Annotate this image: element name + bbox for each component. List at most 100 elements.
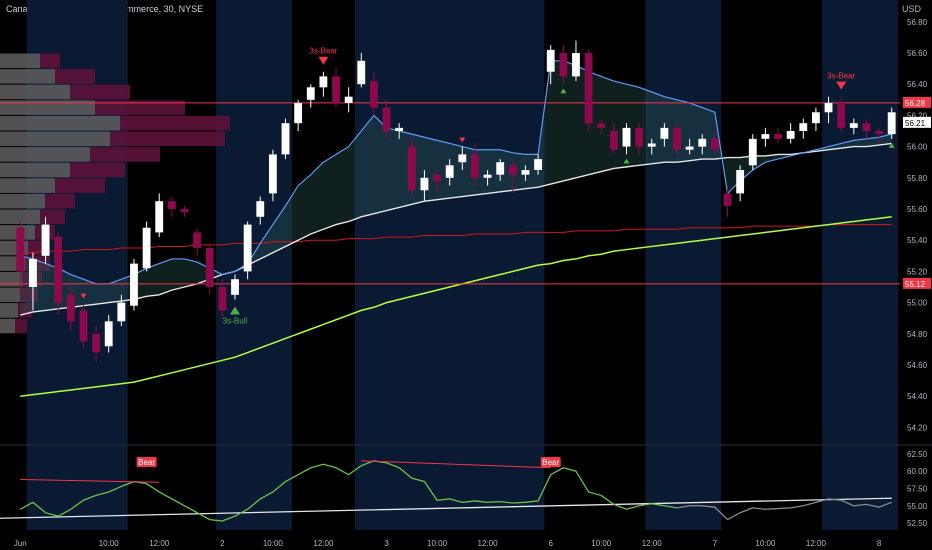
- rsi-baseline: [0, 497, 892, 519]
- bear-signal-marker: [318, 56, 329, 65]
- time-tick-label: 10:00: [99, 539, 120, 548]
- volume-profile-bar: [0, 178, 55, 193]
- rsi-line: [20, 460, 678, 522]
- candle-body: [332, 76, 340, 103]
- volume-profile-bar: [40, 53, 60, 69]
- last-price-label: 56.21: [905, 119, 926, 128]
- volume-profile-bar: [55, 69, 95, 84]
- candle-body: [635, 127, 644, 147]
- candle-body: [837, 102, 846, 128]
- rsi-bear-badge: [136, 457, 157, 467]
- rsi-bear-label: Bear: [138, 458, 155, 467]
- rsi-tick-label: 57.50: [907, 485, 928, 494]
- candle-body: [508, 165, 517, 175]
- candle-body: [357, 60, 366, 85]
- candle-body: [673, 127, 681, 150]
- time-tick-label: 12:00: [478, 539, 499, 548]
- price-tick-label: 55.60: [907, 205, 928, 214]
- candle-body: [534, 159, 543, 170]
- candle-body: [268, 154, 277, 194]
- volume-profile-bar: [0, 318, 15, 334]
- volume-profile-bar: [95, 100, 185, 115]
- candle-body: [521, 170, 530, 175]
- price-tick-label: 56.60: [907, 49, 928, 58]
- volume-profile-bar: [0, 303, 18, 318]
- rsi-bear-badge: [540, 457, 561, 467]
- candle-body: [698, 138, 707, 147]
- candle-body: [811, 112, 820, 124]
- time-tick-label: 3: [384, 539, 389, 548]
- volume-profile-bar: [0, 147, 90, 162]
- candle-body: [546, 49, 555, 72]
- volume-profile-bar: [120, 115, 230, 131]
- candle-body: [875, 131, 883, 135]
- time-tick-label: Jun: [14, 539, 27, 548]
- candle-body: [167, 201, 176, 209]
- price-tick-label: 54.40: [907, 392, 928, 401]
- rsi-divergence-line: [361, 460, 551, 469]
- price-tag-label: 55.12: [905, 280, 926, 289]
- bear-signal-marker: [459, 137, 466, 143]
- candle-body: [395, 127, 404, 131]
- price-tick-label: 56.40: [907, 80, 928, 89]
- volume-profile: [0, 53, 230, 334]
- time-tick-label: 2: [220, 539, 225, 548]
- volume-profile-bar: [0, 69, 55, 84]
- volume-profile-bar: [0, 271, 22, 287]
- time-tick-label: 10:00: [755, 539, 776, 548]
- candle-body: [622, 127, 631, 147]
- time-axis: Jun 10:00 12:00 2 10:00 12:00 3 10:00 12:00 6 10:0…: [14, 539, 882, 548]
- candle-body: [433, 174, 441, 181]
- volume-profile-bar: [70, 162, 125, 178]
- candles: [16, 40, 896, 362]
- candle-body: [256, 201, 265, 217]
- rsi-tick-label: 52.50: [907, 519, 928, 528]
- candle-body: [584, 53, 593, 124]
- volume-profile-bar: [45, 193, 75, 209]
- rsi-tick-label: 60.00: [907, 467, 928, 476]
- candle-body: [92, 333, 101, 353]
- price-tag-label: 56.28: [905, 99, 926, 108]
- session-band: [354, 0, 545, 530]
- candle-body: [319, 76, 328, 88]
- time-tick-label: 8: [877, 539, 882, 548]
- volume-profile-bar: [0, 287, 20, 303]
- candle-body: [205, 248, 214, 287]
- candle-body: [155, 201, 164, 233]
- volume-profile-bar: [0, 100, 95, 115]
- price-tick-label: 55.80: [907, 174, 928, 183]
- time-tick-label: 12:00: [149, 539, 170, 548]
- volume-profile-bar: [0, 209, 40, 225]
- rsi-pane: 62.50 60.00 57.50 55.00 52.50 Bear Bear: [0, 450, 928, 528]
- price-axis: 56.80 56.60 56.40 56.20 56.00 55.80 55.60 55.40…: [907, 18, 928, 433]
- price-tick-label: 55.20: [907, 267, 928, 276]
- volume-profile-bar: [20, 287, 38, 303]
- candle-body: [660, 127, 669, 139]
- candle-body: [647, 143, 656, 147]
- volume-profile-bar: [15, 318, 27, 334]
- candle-body: [117, 302, 126, 322]
- bear-signal-label: 3s-Bear: [309, 47, 337, 56]
- candle-body: [710, 138, 719, 150]
- candle-body: [41, 224, 50, 256]
- candle-body: [445, 165, 454, 178]
- price-tag: [903, 277, 931, 289]
- candle-body: [597, 123, 606, 128]
- ma-red-line: [20, 224, 892, 254]
- rsi-tick-label: 55.00: [907, 502, 928, 511]
- candle-body: [382, 107, 391, 131]
- bear-signal-marker: [80, 293, 87, 299]
- candle-body: [736, 170, 745, 194]
- candle-body: [609, 131, 618, 150]
- volume-profile-bar: [0, 131, 110, 147]
- candle-body: [104, 321, 113, 347]
- rsi-divergence-line: [20, 479, 160, 483]
- candle-body: [306, 87, 315, 100]
- session-band: [822, 0, 898, 530]
- session-band: [216, 0, 292, 530]
- candle-body: [471, 154, 479, 178]
- candle-body: [193, 232, 202, 248]
- rsi-tick-label: 62.50: [907, 450, 928, 459]
- volume-profile-bar: [0, 193, 45, 209]
